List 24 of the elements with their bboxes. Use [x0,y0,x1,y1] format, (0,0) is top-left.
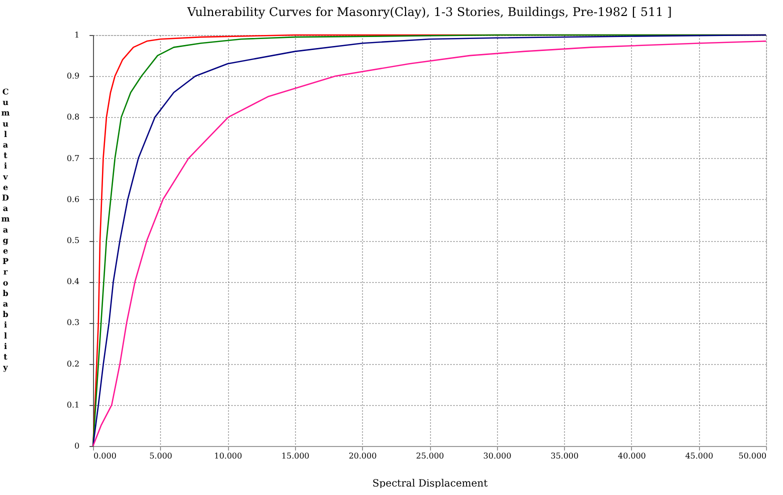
y-tick-label: 0.7 [66,154,80,163]
x-tick-label: 50.000 [738,452,766,460]
x-tick-label: 25.000 [416,452,444,460]
y-tick-label: 0.8 [66,112,80,122]
y-tick-label: 0.3 [66,318,80,328]
y-tick-label: 0.5 [66,236,80,245]
y-tick-label: 0.1 [66,400,80,410]
x-tick-label: 10.000 [214,452,242,460]
x-tick-label: 15.000 [281,452,310,460]
x-tick-label: 30.000 [483,452,512,460]
x-tick-label: 5.000 [149,452,172,460]
x-tick-label: 0.000 [94,452,116,460]
text: Cumulative Damage Probability [1,86,10,372]
x-tick-label: 45.000 [685,452,714,460]
y-tick-label: 0 [74,442,80,450]
x-tick-label: 35.000 [550,452,579,460]
y-tick-label: 1 [74,30,80,40]
y-tick-label: 0.2 [66,359,80,368]
chart-title: Vulnerability Curves for Masonry(Clay), 1-3 Stories, Buildings, Pre-1982 [ 511 ] [186,5,672,19]
x-tick-label: 20.000 [348,452,377,460]
y-tick-label: 0.9 [66,72,80,81]
y-tick-label: 0.6 [66,194,80,204]
y-tick-label: 0.4 [66,277,80,286]
x-tick-label: 40.000 [618,452,646,460]
